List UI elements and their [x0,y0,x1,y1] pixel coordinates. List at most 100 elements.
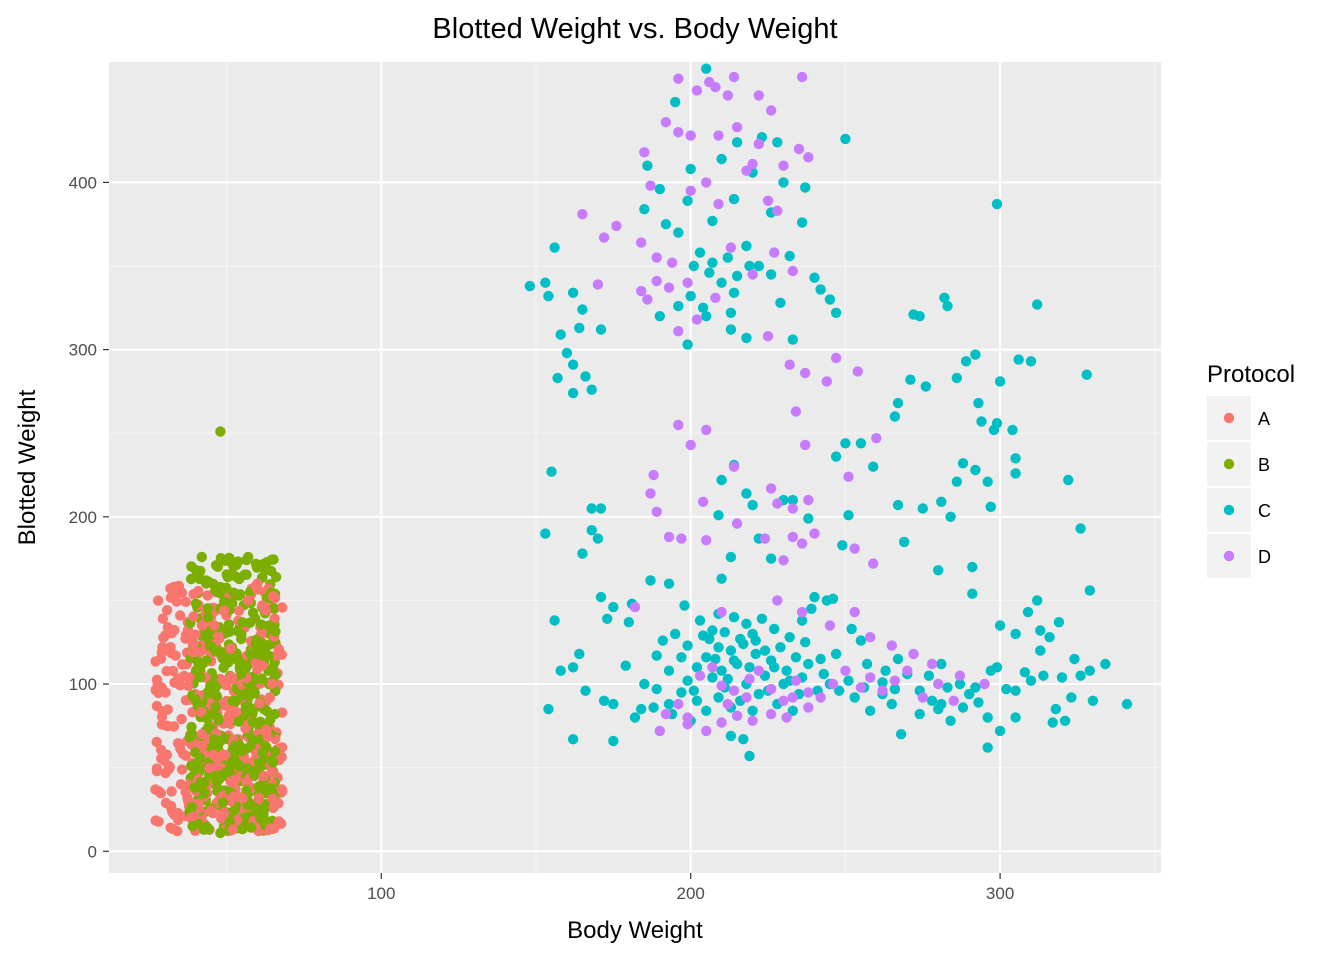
point-b [246,822,257,833]
point-c [982,742,993,753]
point-c [936,496,947,507]
point-c [1059,715,1071,726]
point-c [830,451,842,462]
point-c [561,347,573,359]
point-a [157,613,169,624]
point-c [970,464,981,476]
point-c [1084,585,1096,596]
point-d [744,673,755,685]
point-c [877,677,888,688]
point-c [892,653,904,665]
point-c [701,63,712,74]
point-d [710,81,721,93]
point-c [725,645,737,656]
point-a [160,767,171,779]
point-b [215,827,226,839]
point-c [725,551,737,563]
point-d [824,620,836,631]
point-d [784,359,795,370]
point-b [253,781,264,792]
point-c [951,372,962,384]
point-c [694,615,706,626]
chart-title: Blotted Weight vs. Body Weight [432,13,837,45]
point-d [731,518,743,529]
legend-label-a: A [1258,409,1270,429]
point-a [169,581,180,592]
point-c [1050,703,1062,715]
point-c [574,648,585,660]
point-c [803,658,814,670]
point-d [710,292,721,303]
point-a [187,639,199,650]
point-b [185,573,197,585]
point-d [663,282,675,293]
point-d [642,294,653,305]
point-a [276,649,287,660]
point-c [778,177,789,188]
point-c [945,715,956,726]
point-d [685,439,696,451]
point-c [964,688,975,700]
point-c [623,617,634,628]
legend-marker-c [1223,504,1235,516]
point-c [957,458,969,469]
point-a [231,706,242,718]
point-a [151,766,163,777]
point-b [198,824,209,835]
point-a [188,611,199,622]
point-b [217,797,229,808]
point-b [203,686,214,697]
point-d [902,665,913,676]
point-c [994,620,1006,631]
point-c [663,578,675,589]
point-c [787,705,798,716]
point-c [1010,453,1021,464]
point-a [254,698,265,709]
point-b [240,689,251,700]
point-c [970,682,981,693]
point-d [772,595,783,606]
point-d [778,555,789,566]
point-b [215,735,226,747]
point-d [701,535,712,546]
point-a [190,629,201,640]
point-b [224,553,235,564]
point-b [234,590,245,601]
point-b [212,782,223,793]
point-a [162,720,173,732]
point-a [156,682,167,693]
point-d [663,531,675,543]
y-tick-label: 200 [69,508,97,527]
point-c [713,692,724,703]
point-a [258,770,269,782]
point-d [639,147,650,158]
point-c [920,381,931,392]
point-b [267,662,279,673]
point-a [161,605,173,616]
point-c [744,750,755,762]
point-b [247,707,258,718]
point-d [948,695,959,706]
point-c [694,247,706,258]
point-d [731,710,743,721]
point-a [176,713,187,725]
point-a [202,590,213,601]
point-c [704,633,715,645]
point-c [691,662,703,673]
point-d [577,209,588,220]
point-d [636,237,647,248]
point-c [775,642,786,653]
point-a [204,762,215,774]
point-d [803,702,814,713]
point-b [229,804,241,815]
point-c [676,652,687,663]
point-b [203,576,214,587]
point-c [722,252,733,263]
point-a [196,729,207,740]
point-b [242,763,253,774]
point-a [165,642,176,653]
point-c [787,334,798,345]
point-a [227,824,238,835]
point-b [247,716,259,728]
point-d [877,685,888,696]
